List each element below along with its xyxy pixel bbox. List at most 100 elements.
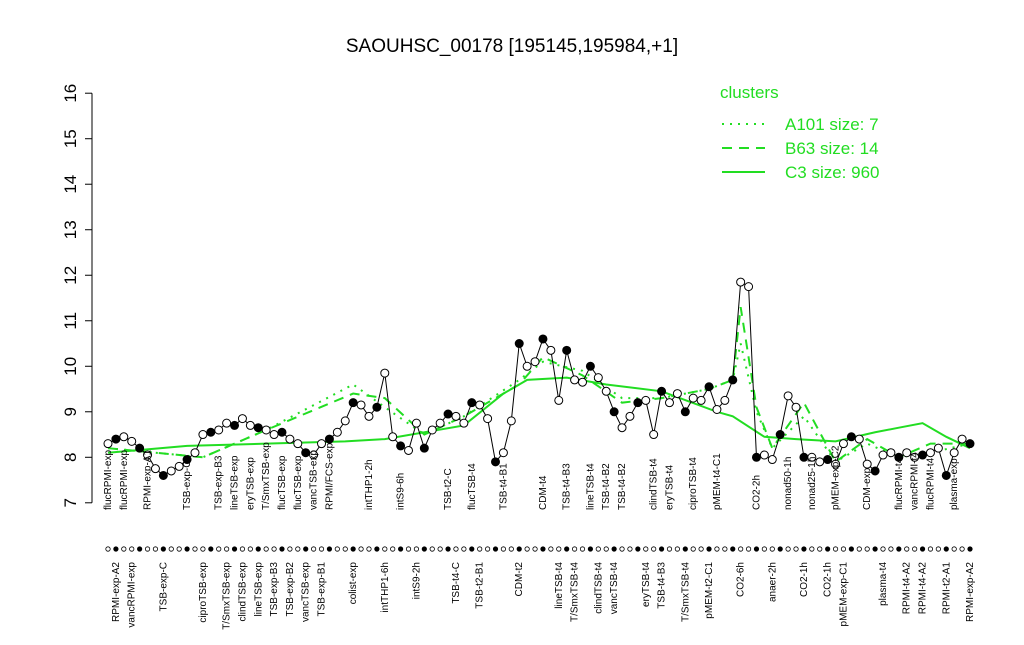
rug-point bbox=[864, 546, 870, 552]
sample-point bbox=[261, 425, 271, 435]
rug-point bbox=[690, 546, 696, 552]
rug-point bbox=[738, 546, 744, 552]
rug-point bbox=[239, 546, 246, 552]
rug-point bbox=[358, 546, 364, 552]
x-tick-label: TSB-t4-B2 bbox=[601, 463, 612, 510]
rug-point bbox=[176, 546, 182, 552]
sample-point bbox=[593, 373, 603, 383]
sample-point bbox=[372, 402, 382, 412]
x-tick-label: vancTSB-t4 bbox=[609, 562, 620, 615]
sample-point bbox=[491, 457, 501, 467]
rug-point bbox=[658, 546, 665, 552]
rug-point bbox=[817, 546, 823, 552]
x-tick-label: T/SmxTSB-t4 bbox=[570, 562, 581, 622]
sample-point bbox=[585, 361, 595, 371]
sample-point bbox=[570, 375, 580, 385]
x-tick-label: lineTSB-t4 bbox=[554, 562, 565, 609]
x-tick-label: anaer-2h bbox=[767, 562, 778, 602]
x-tick-label: pMEM-exp-C2 bbox=[831, 445, 842, 510]
rug-point bbox=[832, 546, 839, 552]
x-tick-label: T/SmxTSB-exp bbox=[222, 562, 233, 630]
x-tick-label: RPMI/FCS-exp bbox=[324, 442, 335, 510]
rug-point bbox=[769, 546, 775, 552]
rug-point bbox=[413, 546, 420, 552]
rug-point bbox=[405, 546, 412, 552]
x-tick-label: CO2-1h bbox=[823, 562, 834, 597]
rug-point bbox=[121, 546, 127, 552]
chart-title: SAOUHSC_00178 [195145,195984,+1] bbox=[346, 36, 678, 57]
x-tick-label: flucTSB-exp bbox=[293, 455, 304, 510]
x-tick-label: CDM-t4 bbox=[538, 475, 549, 510]
x-tick-label: flucRPMI-exp bbox=[119, 450, 130, 510]
sample-point bbox=[404, 445, 414, 455]
rug-point bbox=[231, 546, 238, 552]
sample-point bbox=[332, 427, 342, 437]
rug-point bbox=[801, 546, 807, 552]
x-tick-label: vancTSB-exp bbox=[301, 562, 312, 622]
sample-point bbox=[767, 455, 777, 465]
x-tick-label: intS9-2h bbox=[411, 562, 422, 599]
x-tick-label: plasma-exp bbox=[949, 458, 960, 510]
sample-point bbox=[388, 432, 398, 442]
sample-point bbox=[941, 470, 951, 480]
sample-point bbox=[245, 420, 255, 430]
sample-point bbox=[174, 461, 184, 471]
rug-point bbox=[113, 546, 119, 552]
rug-point bbox=[477, 546, 483, 552]
rug-point bbox=[318, 546, 325, 552]
sample-point bbox=[823, 455, 833, 465]
sample-point bbox=[340, 416, 350, 426]
x-tick-label: RPMI-exp-A2 bbox=[111, 562, 122, 622]
rug-point bbox=[785, 546, 791, 552]
y-tick-label: 13 bbox=[61, 220, 80, 239]
rug-point bbox=[825, 546, 831, 552]
rug-point bbox=[666, 546, 673, 552]
rug-point bbox=[500, 546, 507, 552]
x-tick-label: flucTSB-exp bbox=[277, 455, 288, 510]
x-tick-label: TSB-t2-B1 bbox=[475, 562, 486, 609]
sample-point bbox=[111, 434, 121, 444]
x-tick-label: pMEM-t4-C1 bbox=[712, 453, 723, 510]
sample-point bbox=[696, 395, 706, 405]
rug-point bbox=[200, 546, 206, 552]
x-tick-label: T/SmxTSB-exp bbox=[261, 442, 272, 510]
sample-point bbox=[237, 414, 247, 424]
x-tick-label: eryTSB-exp bbox=[245, 457, 256, 510]
sample-point bbox=[514, 339, 524, 349]
sample-point bbox=[166, 466, 176, 476]
rug-point bbox=[208, 546, 214, 552]
x-tick-label: clindTSB-t4 bbox=[593, 562, 604, 614]
y-tick-label: 16 bbox=[61, 84, 80, 103]
sample-point bbox=[577, 377, 587, 387]
rug-point bbox=[951, 546, 957, 552]
sample-point bbox=[831, 459, 841, 469]
x-tick-label: ciproTSB-exp bbox=[198, 562, 209, 623]
legend-title: clusters bbox=[720, 83, 779, 102]
rug-point bbox=[856, 546, 862, 552]
rug-point bbox=[287, 546, 293, 552]
rug-point bbox=[674, 546, 680, 552]
rug-point bbox=[247, 546, 253, 552]
rug-point bbox=[643, 546, 649, 552]
sample-point bbox=[807, 452, 817, 462]
rug-point bbox=[556, 546, 562, 552]
rug-point bbox=[303, 546, 309, 552]
rug-point bbox=[540, 546, 546, 552]
sample-point bbox=[459, 418, 469, 428]
sample-point bbox=[625, 411, 635, 421]
rug-point bbox=[137, 546, 143, 552]
sample-point bbox=[736, 277, 746, 287]
sample-point bbox=[222, 418, 232, 428]
rug-point bbox=[611, 546, 617, 552]
x-tick-label: ciproTSB-t4 bbox=[688, 457, 699, 510]
rug-point bbox=[587, 546, 594, 552]
rug-point bbox=[706, 546, 712, 552]
rug-point bbox=[421, 546, 427, 552]
sample-point bbox=[838, 439, 848, 449]
x-tick-label: eryTSB-t4 bbox=[641, 562, 652, 607]
legend-label: B63 size: 14 bbox=[785, 139, 879, 158]
rug-point bbox=[912, 546, 918, 552]
x-tick-label: TSB-exp-B2 bbox=[285, 562, 296, 617]
sample-point bbox=[775, 430, 785, 440]
